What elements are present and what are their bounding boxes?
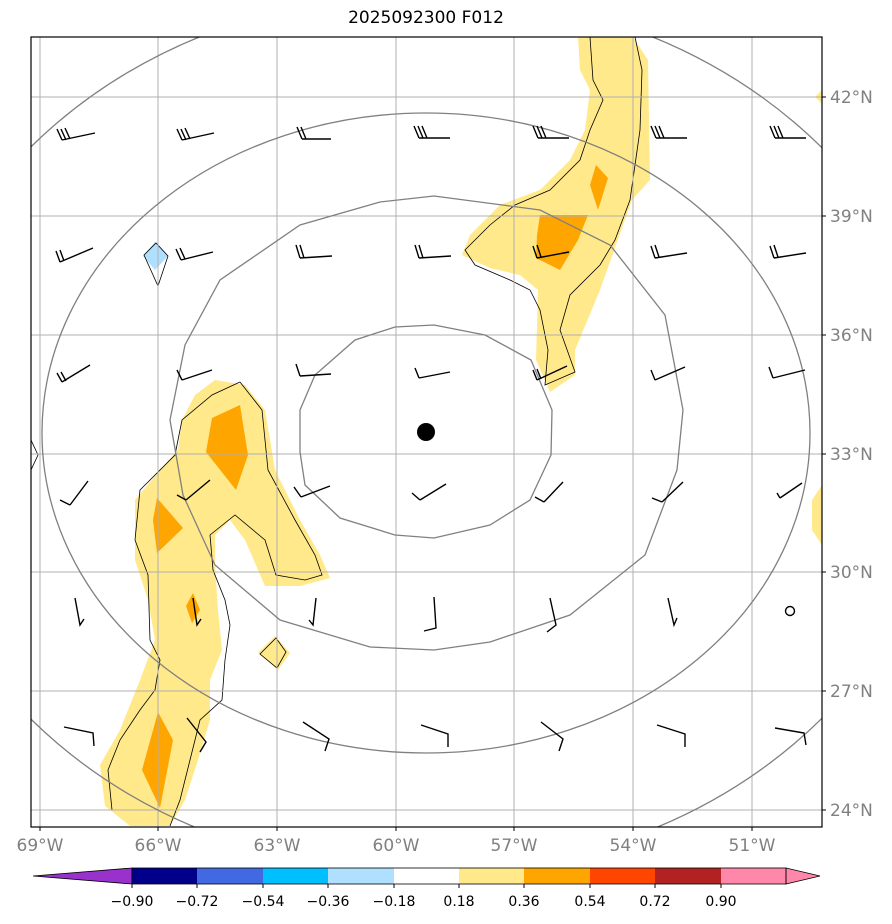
range-rings <box>31 37 822 827</box>
contour-lines <box>31 37 643 827</box>
lon-label: 51°W <box>729 836 776 856</box>
lat-label: 36°N <box>830 326 873 346</box>
lon-label: 69°W <box>17 836 64 856</box>
colorbar-segment <box>132 868 197 884</box>
wind-barbs <box>55 125 807 753</box>
colorbar-extend-low <box>32 867 133 885</box>
colorbar-segment <box>524 868 590 884</box>
colorbar-segment <box>459 868 524 884</box>
lat-label: 39°N <box>830 207 873 227</box>
shade-neg-1 <box>143 242 168 270</box>
shade-spot-east-edge <box>812 485 822 545</box>
calm-wind-marker <box>784 605 796 617</box>
lat-lon-grid <box>31 37 822 827</box>
axis-ticks <box>39 96 826 831</box>
lon-label: 57°W <box>491 836 538 856</box>
colorbar-label: −0.72 <box>176 894 219 910</box>
colorbar-label: 0.72 <box>639 894 670 910</box>
lat-label: 24°N <box>830 801 873 821</box>
colorbar-segment <box>394 868 459 884</box>
colorbar-label: 0.18 <box>443 894 474 910</box>
latitude-labels: 42°N 39°N 36°N 33°N 30°N 27°N 24°N <box>830 88 873 821</box>
lon-label: 60°W <box>373 836 420 856</box>
colorbar-label: −0.54 <box>242 894 285 910</box>
colorbar-segment <box>655 868 721 884</box>
lon-label: 63°W <box>254 836 301 856</box>
shade-orange-3 <box>206 405 248 490</box>
colorbar-label: 0.36 <box>508 894 539 910</box>
colorbar-segment <box>590 868 655 884</box>
shade-orange-5 <box>186 593 200 623</box>
colorbar-segment <box>721 868 786 884</box>
ring-3 <box>41 112 811 754</box>
lat-label: 42°N <box>830 88 873 108</box>
shade-orange-4 <box>153 498 183 553</box>
shaded-field <box>100 37 822 826</box>
colorbar-extend-high <box>785 867 821 885</box>
colorbar-label: −0.36 <box>307 894 350 910</box>
storm-center-marker <box>417 423 435 441</box>
lat-label: 27°N <box>830 682 873 702</box>
shade-spot-small <box>258 636 290 670</box>
colorbar-label: 0.90 <box>705 894 736 910</box>
colorbar-label: −0.90 <box>111 894 154 910</box>
lon-label: 54°W <box>610 836 657 856</box>
map-title: 2025092300 F012 <box>348 8 504 28</box>
colorbar-segment <box>328 868 394 884</box>
colorbar-label: 0.54 <box>574 894 605 910</box>
colorbar-label: −0.18 <box>373 894 416 910</box>
colorbar-segment <box>197 868 263 884</box>
map-frame <box>30 36 823 828</box>
shade-band-east <box>462 37 650 392</box>
lat-label: 30°N <box>830 563 873 583</box>
shade-orange-2 <box>590 165 608 210</box>
longitude-labels: 69°W 66°W 63°W 60°W 57°W 54°W 51°W <box>17 836 776 856</box>
colorbar: −0.90 −0.72 −0.54 −0.36 −0.18 0.18 0.36 … <box>32 867 821 910</box>
colorbar-segment <box>263 868 328 884</box>
lat-label: 33°N <box>830 445 873 465</box>
lon-label: 66°W <box>135 836 182 856</box>
